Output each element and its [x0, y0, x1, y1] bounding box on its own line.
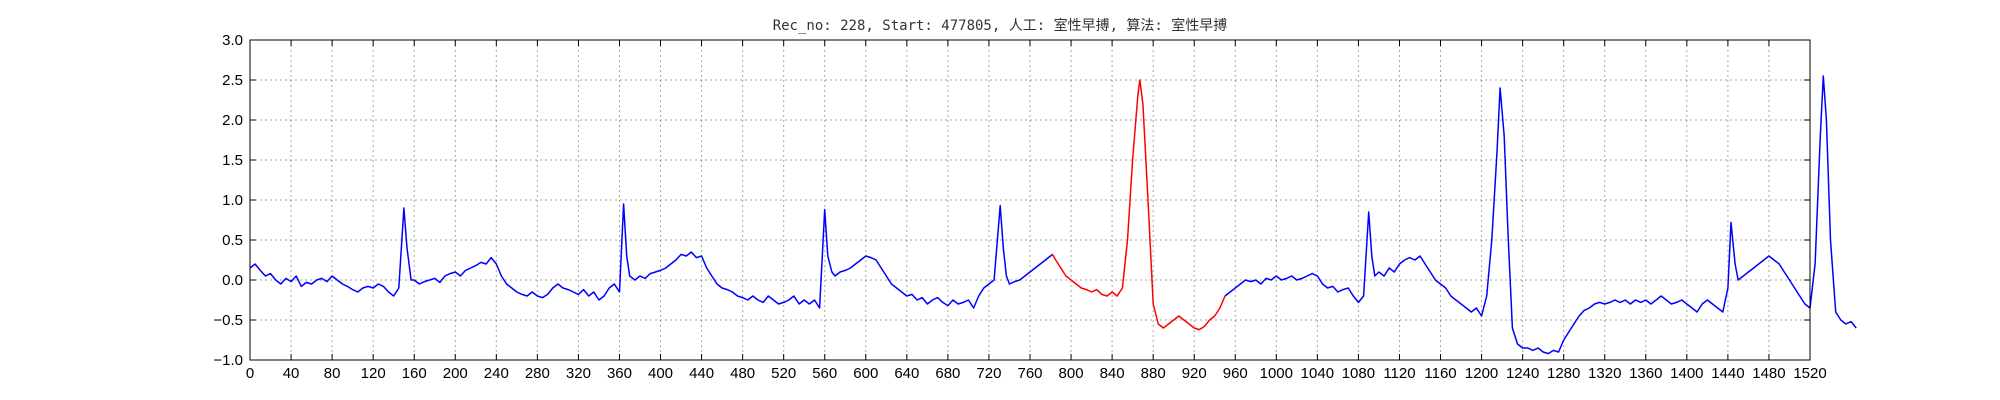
x-tick-label: 800 — [1059, 365, 1084, 382]
x-tick-label: 360 — [607, 365, 632, 382]
x-tick-label: 1280 — [1547, 365, 1580, 382]
x-tick-label: 600 — [853, 365, 878, 382]
x-tick-label: 1040 — [1301, 365, 1334, 382]
y-tick-label: 2.0 — [222, 112, 243, 129]
x-tick-label: 120 — [361, 365, 386, 382]
series-line-pvc — [1051, 79, 1226, 331]
x-tick-label: 560 — [812, 365, 837, 382]
x-tick-label: 1480 — [1752, 365, 1785, 382]
x-tick-label: 1200 — [1465, 365, 1498, 382]
x-tick-label: 1520 — [1793, 365, 1826, 382]
x-tick-label: 1360 — [1629, 365, 1662, 382]
y-tick-label: −1.0 — [213, 352, 243, 369]
y-axis-ticks: 3.0 2.5 2.0 1.5 1.0 0.5 0.0 −0.5 −1.0 — [213, 32, 1810, 369]
x-tick-label: 1080 — [1342, 365, 1375, 382]
series-line-pre — [249, 203, 1054, 309]
x-tick-label: 0 — [246, 365, 254, 382]
x-tick-label: 1000 — [1260, 365, 1293, 382]
series-line-post — [1224, 75, 1857, 355]
x-tick-label: 840 — [1100, 365, 1125, 382]
x-tick-label: 200 — [443, 365, 468, 382]
x-tick-label: 240 — [484, 365, 509, 382]
x-tick-label: 40 — [283, 365, 300, 382]
y-tick-label: 1.0 — [222, 192, 243, 209]
x-tick-label: 1240 — [1506, 365, 1539, 382]
x-axis-ticks: 0 40 80 120 160 200 240 280 320 360 400 440 480 520 56… — [246, 40, 1827, 382]
x-tick-label: 1400 — [1670, 365, 1703, 382]
x-tick-label: 760 — [1017, 365, 1042, 382]
x-tick-label: 320 — [566, 365, 591, 382]
x-tick-label: 640 — [894, 365, 919, 382]
x-tick-label: 920 — [1182, 365, 1207, 382]
x-tick-label: 400 — [648, 365, 673, 382]
x-tick-label: 1440 — [1711, 365, 1744, 382]
chart-title: Rec_no: 228, Start: 477805, 人工: 室性早搏, 算法… — [773, 17, 1228, 34]
x-tick-label: 960 — [1223, 365, 1248, 382]
x-tick-label: 880 — [1141, 365, 1166, 382]
x-tick-label: 440 — [689, 365, 714, 382]
x-tick-label: 1160 — [1424, 365, 1456, 382]
y-tick-label: 3.0 — [222, 32, 243, 49]
x-tick-label: 720 — [976, 365, 1001, 382]
x-tick-label: 680 — [935, 365, 960, 382]
x-tick-label: 1320 — [1588, 365, 1621, 382]
y-tick-label: 2.5 — [222, 72, 243, 89]
x-tick-label: 480 — [730, 365, 755, 382]
x-tick-label: 1120 — [1383, 365, 1415, 382]
y-tick-label: −0.5 — [213, 312, 243, 329]
y-tick-label: 0.5 — [222, 232, 243, 249]
series-layer — [249, 75, 1857, 355]
x-tick-label: 160 — [402, 365, 427, 382]
y-tick-label: 0.0 — [222, 272, 243, 289]
x-tick-label: 280 — [525, 365, 550, 382]
x-tick-label: 520 — [771, 365, 796, 382]
y-tick-label: 1.5 — [222, 152, 243, 169]
x-tick-label: 80 — [324, 365, 341, 382]
